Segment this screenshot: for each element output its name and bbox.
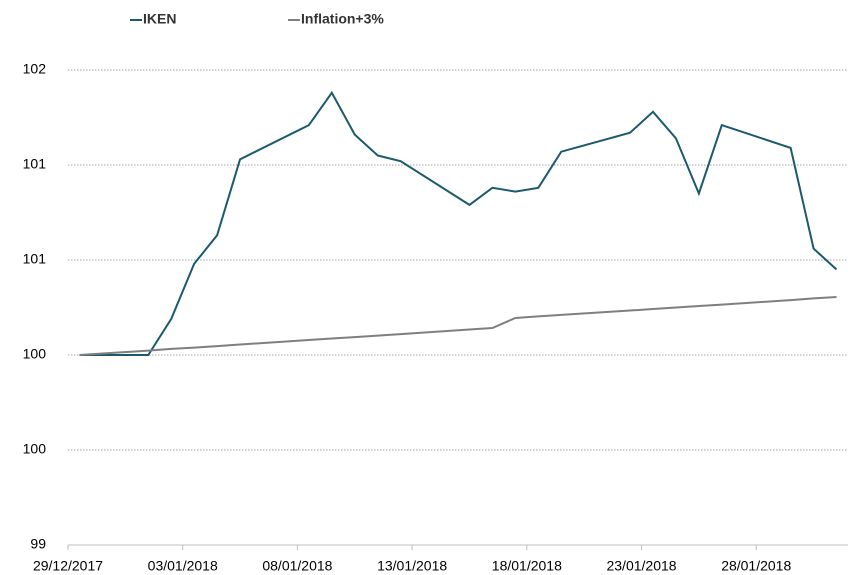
y-tick-label: 100 <box>23 346 47 362</box>
y-tick-label: 99 <box>30 536 46 552</box>
series-line <box>79 90 838 356</box>
x-tick-label: 23/01/2018 <box>606 558 676 574</box>
y-tick-label: 102 <box>23 61 47 77</box>
legend: IKEN Inflation+3% <box>130 11 384 27</box>
x-tick-label: 03/01/2018 <box>148 558 218 574</box>
legend-label: Inflation+3% <box>301 11 384 27</box>
y-tick-label: 101 <box>23 156 47 172</box>
x-tick-label: 29/12/2017 <box>33 558 103 574</box>
x-tick-label: 28/01/2018 <box>721 558 791 574</box>
legend-label: IKEN <box>143 11 176 27</box>
x-tick-label: 13/01/2018 <box>377 558 447 574</box>
y-tick-label: 101 <box>23 251 47 267</box>
y-tick-label: 100 <box>23 441 47 457</box>
x-tick-label: 18/01/2018 <box>492 558 562 574</box>
series-line <box>79 296 837 356</box>
x-tick-label: 08/01/2018 <box>262 558 332 574</box>
